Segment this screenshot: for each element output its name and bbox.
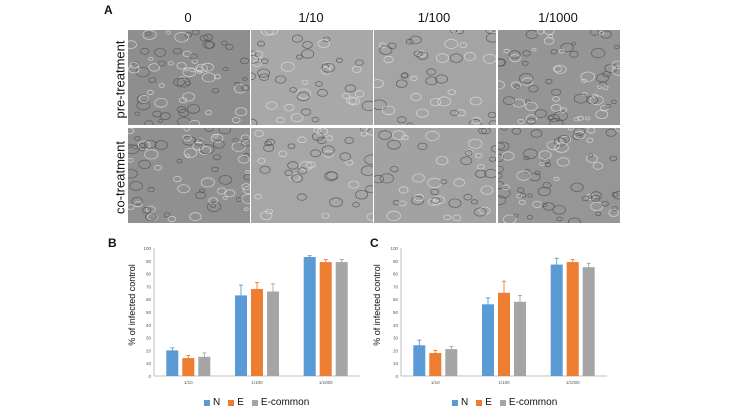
column-label-0: 0 [184, 10, 192, 25]
row-label-pre-treatment: pre-treatment [112, 40, 128, 119]
x-tick-label: 1/10 [184, 380, 193, 385]
legend-item-e-common: E-common [499, 397, 558, 408]
chart-c-ylabel: % of infected control [372, 264, 382, 346]
chart-b-ylabel: % of infected control [127, 264, 137, 346]
panel-c-letter: C [370, 236, 379, 250]
bar-e-3 [566, 262, 579, 376]
legend-label: E [237, 397, 244, 408]
x-tick-label: 1/1000 [566, 380, 580, 385]
y-tick-label: 40 [393, 323, 399, 328]
chart-b-svg: 0 10 20 30 40 50 60 70 80 90 100 1/10 1/100 1/1000 [143, 246, 360, 385]
column-label-1-100: 1/100 [417, 10, 451, 25]
panel-a-letter: A [104, 3, 113, 17]
bar-n-3 [303, 257, 316, 376]
y-tick-label: 50 [146, 310, 152, 315]
legend-swatch [204, 399, 210, 406]
x-tick-label: 1/10 [431, 380, 440, 385]
legend-label: N [461, 397, 469, 408]
legend-swatch [228, 399, 235, 406]
legend-item-e-common: E-common [251, 397, 310, 408]
bar-e-2 [251, 289, 263, 376]
column-label-1-10: 1/10 [298, 10, 324, 25]
micrograph-co-treatment-1-100 [374, 128, 496, 223]
legend-label: E [485, 397, 492, 408]
y-tick-label: 10 [393, 361, 399, 366]
bar-e-common-3 [582, 267, 595, 376]
chart-c-legend: N E E-common [452, 397, 557, 408]
micrograph-pre-treatment-1-1000 [498, 30, 620, 125]
bar-e-2 [498, 292, 510, 376]
y-tick-label: 30 [393, 336, 399, 341]
bar-n-1 [166, 350, 179, 376]
bar-n-1 [413, 345, 426, 376]
legend-item-e: E [476, 397, 492, 408]
x-tick-label: 1/100 [251, 380, 263, 385]
y-tick-label: 60 [146, 297, 152, 302]
y-tick-label: 80 [146, 272, 152, 277]
micrograph-co-treatment-1-1000 [498, 128, 620, 223]
y-tick-label: 90 [393, 259, 399, 264]
y-tick-label: 60 [393, 297, 399, 302]
micrograph-co-treatment-0 [128, 128, 250, 223]
bar-n-3 [550, 264, 563, 376]
y-tick-label: 0 [148, 374, 151, 379]
bar-e-common-1 [198, 356, 211, 376]
x-tick-label: 1/1000 [319, 380, 333, 385]
x-tick-label: 1/100 [498, 380, 510, 385]
legend-item-n: N [452, 397, 468, 408]
y-tick-label: 80 [393, 272, 399, 277]
bar-n-2 [235, 295, 247, 376]
legend-swatch [499, 399, 506, 406]
row-label-co-treatment: co-treatment [112, 141, 128, 214]
chart-b-legend: N E E-common [204, 397, 309, 408]
y-tick-label: 40 [146, 323, 152, 328]
y-tick-label: 100 [390, 246, 398, 251]
y-tick-label: 20 [393, 348, 399, 353]
bar-e-3 [319, 262, 332, 376]
bar-e-common-3 [335, 262, 348, 376]
legend-item-n: N [204, 397, 220, 408]
y-tick-label: 50 [393, 310, 399, 315]
bar-e-1 [182, 358, 195, 376]
micrograph-pre-treatment-1-10 [251, 30, 373, 125]
bar-n-2 [482, 304, 494, 376]
legend-label: N [213, 397, 221, 408]
legend-label: E-common [508, 397, 558, 408]
micrograph-pre-treatment-1-100 [374, 30, 496, 125]
y-tick-label: 70 [393, 284, 399, 289]
legend-swatch [251, 399, 258, 406]
chart-c: 0 10 20 30 40 50 60 70 80 90 100 1/10 1/100 1/1000 [385, 244, 611, 395]
y-tick-label: 70 [146, 284, 152, 289]
micrograph-co-treatment-1-10 [251, 128, 373, 223]
y-tick-label: 0 [395, 374, 398, 379]
legend-label: E-common [260, 397, 310, 408]
column-label-1-1000: 1/1000 [538, 10, 578, 25]
legend-item-e: E [228, 397, 244, 408]
bar-e-common-2 [267, 291, 279, 376]
y-tick-label: 90 [146, 259, 152, 264]
legend-swatch [476, 399, 483, 406]
bar-e-common-2 [514, 301, 526, 376]
micrograph-pre-treatment-0 [128, 30, 250, 125]
legend-swatch [452, 399, 458, 406]
chart-c-svg: 0 10 20 30 40 50 60 70 80 90 100 1/10 1/100 1/1000 [390, 246, 607, 385]
chart-b: 0 10 20 30 40 50 60 70 80 90 100 1/10 1/100 1/1000 [138, 244, 364, 395]
y-tick-label: 10 [146, 361, 152, 366]
y-tick-label: 100 [143, 246, 151, 251]
y-tick-label: 30 [146, 336, 152, 341]
bar-e-1 [429, 353, 442, 376]
panel-b-letter: B [108, 236, 117, 250]
bar-e-common-1 [445, 349, 458, 376]
y-tick-label: 20 [146, 348, 152, 353]
